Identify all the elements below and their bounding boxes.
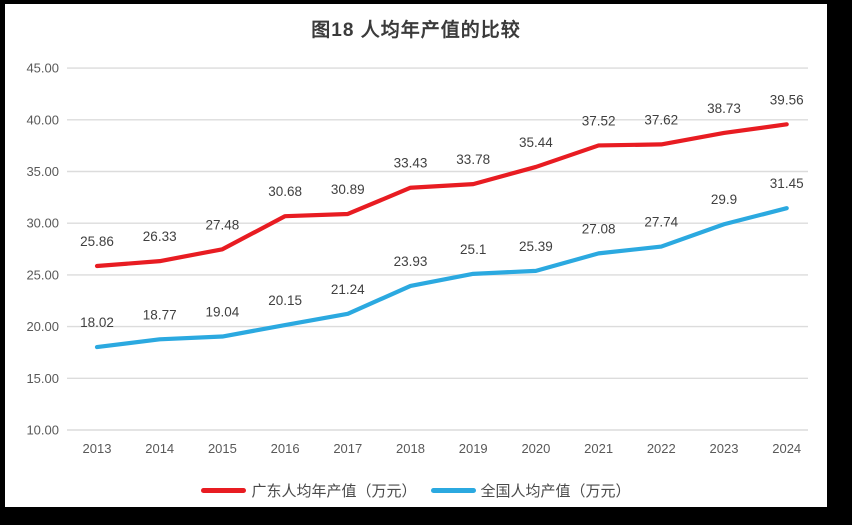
legend-item-guangdong: 广东人均年产值（万元） [201, 480, 417, 501]
legend-swatch-blue-line [430, 488, 476, 493]
x-axis-tick-label: 2013 [83, 441, 112, 456]
y-axis-tick-label: 45.00 [26, 61, 59, 76]
data-label: 29.9 [711, 192, 737, 207]
data-label: 25.1 [460, 242, 486, 257]
y-axis-tick-label: 30.00 [26, 216, 59, 231]
data-label: 31.45 [770, 176, 804, 191]
line-chart: 10.00 15.00 20.00 25.00 30.00 35.00 40.00 45.00… [26, 61, 808, 456]
data-label: 35.44 [519, 135, 553, 150]
data-label: 37.62 [644, 112, 678, 127]
data-label: 33.78 [456, 152, 490, 167]
data-label: 33.43 [394, 156, 428, 171]
y-axis-tick-label: 15.00 [26, 371, 59, 386]
x-axis-tick-label: 2015 [208, 441, 237, 456]
data-label: 23.93 [394, 254, 428, 269]
y-axis-tick-label: 10.00 [26, 423, 59, 438]
data-label: 27.08 [582, 221, 616, 236]
x-axis-tick-label: 2023 [710, 441, 739, 456]
chart-legend: 广东人均年产值（万元） 全国人均产值（万元） [5, 480, 827, 501]
data-label: 39.56 [770, 92, 804, 107]
data-label: 18.02 [80, 315, 114, 330]
y-axis-tick-label: 20.00 [26, 319, 59, 334]
y-axis-tick-label: 25.00 [26, 267, 59, 282]
legend-label-guangdong: 广东人均年产值（万元） [251, 483, 417, 500]
legend-swatch-red-line [201, 488, 247, 493]
data-label: 26.33 [143, 229, 177, 244]
x-axis-tick-label: 2021 [584, 441, 613, 456]
chart-panel: 图18 人均年产值的比较 10.00 15.00 20.00 25.00 30.00 35… [5, 4, 827, 507]
data-label: 19.04 [206, 305, 240, 320]
data-label: 21.24 [331, 282, 365, 297]
data-label: 27.48 [206, 217, 240, 232]
x-axis-tick-label: 2019 [459, 441, 488, 456]
data-label: 20.15 [268, 293, 302, 308]
y-axis-tick-label: 40.00 [26, 112, 59, 127]
data-label: 25.86 [80, 234, 114, 249]
chart-title: 图18 人均年产值的比较 [311, 20, 521, 41]
y-axis-tick-label: 35.00 [26, 164, 59, 179]
data-label: 25.39 [519, 239, 553, 254]
x-axis-tick-label: 2024 [772, 441, 801, 456]
x-axis-tick-label: 2020 [521, 441, 550, 456]
x-axis-tick-label: 2017 [333, 441, 362, 456]
legend-item-national: 全国人均产值（万元） [430, 480, 631, 501]
data-label: 18.77 [143, 307, 177, 322]
data-label: 30.68 [268, 184, 302, 199]
series-line-1 [94, 206, 789, 350]
x-axis-tick-label: 2018 [396, 441, 425, 456]
x-axis-tick-label: 2016 [271, 441, 300, 456]
data-label: 30.89 [331, 182, 365, 197]
x-axis-tick-label: 2014 [145, 441, 174, 456]
x-axis-tick-label: 2022 [647, 441, 676, 456]
data-label: 37.52 [582, 113, 616, 128]
legend-label-national: 全国人均产值（万元） [480, 483, 631, 500]
data-label: 38.73 [707, 101, 741, 116]
series-line-0 [94, 122, 789, 269]
data-label: 27.74 [644, 215, 678, 230]
